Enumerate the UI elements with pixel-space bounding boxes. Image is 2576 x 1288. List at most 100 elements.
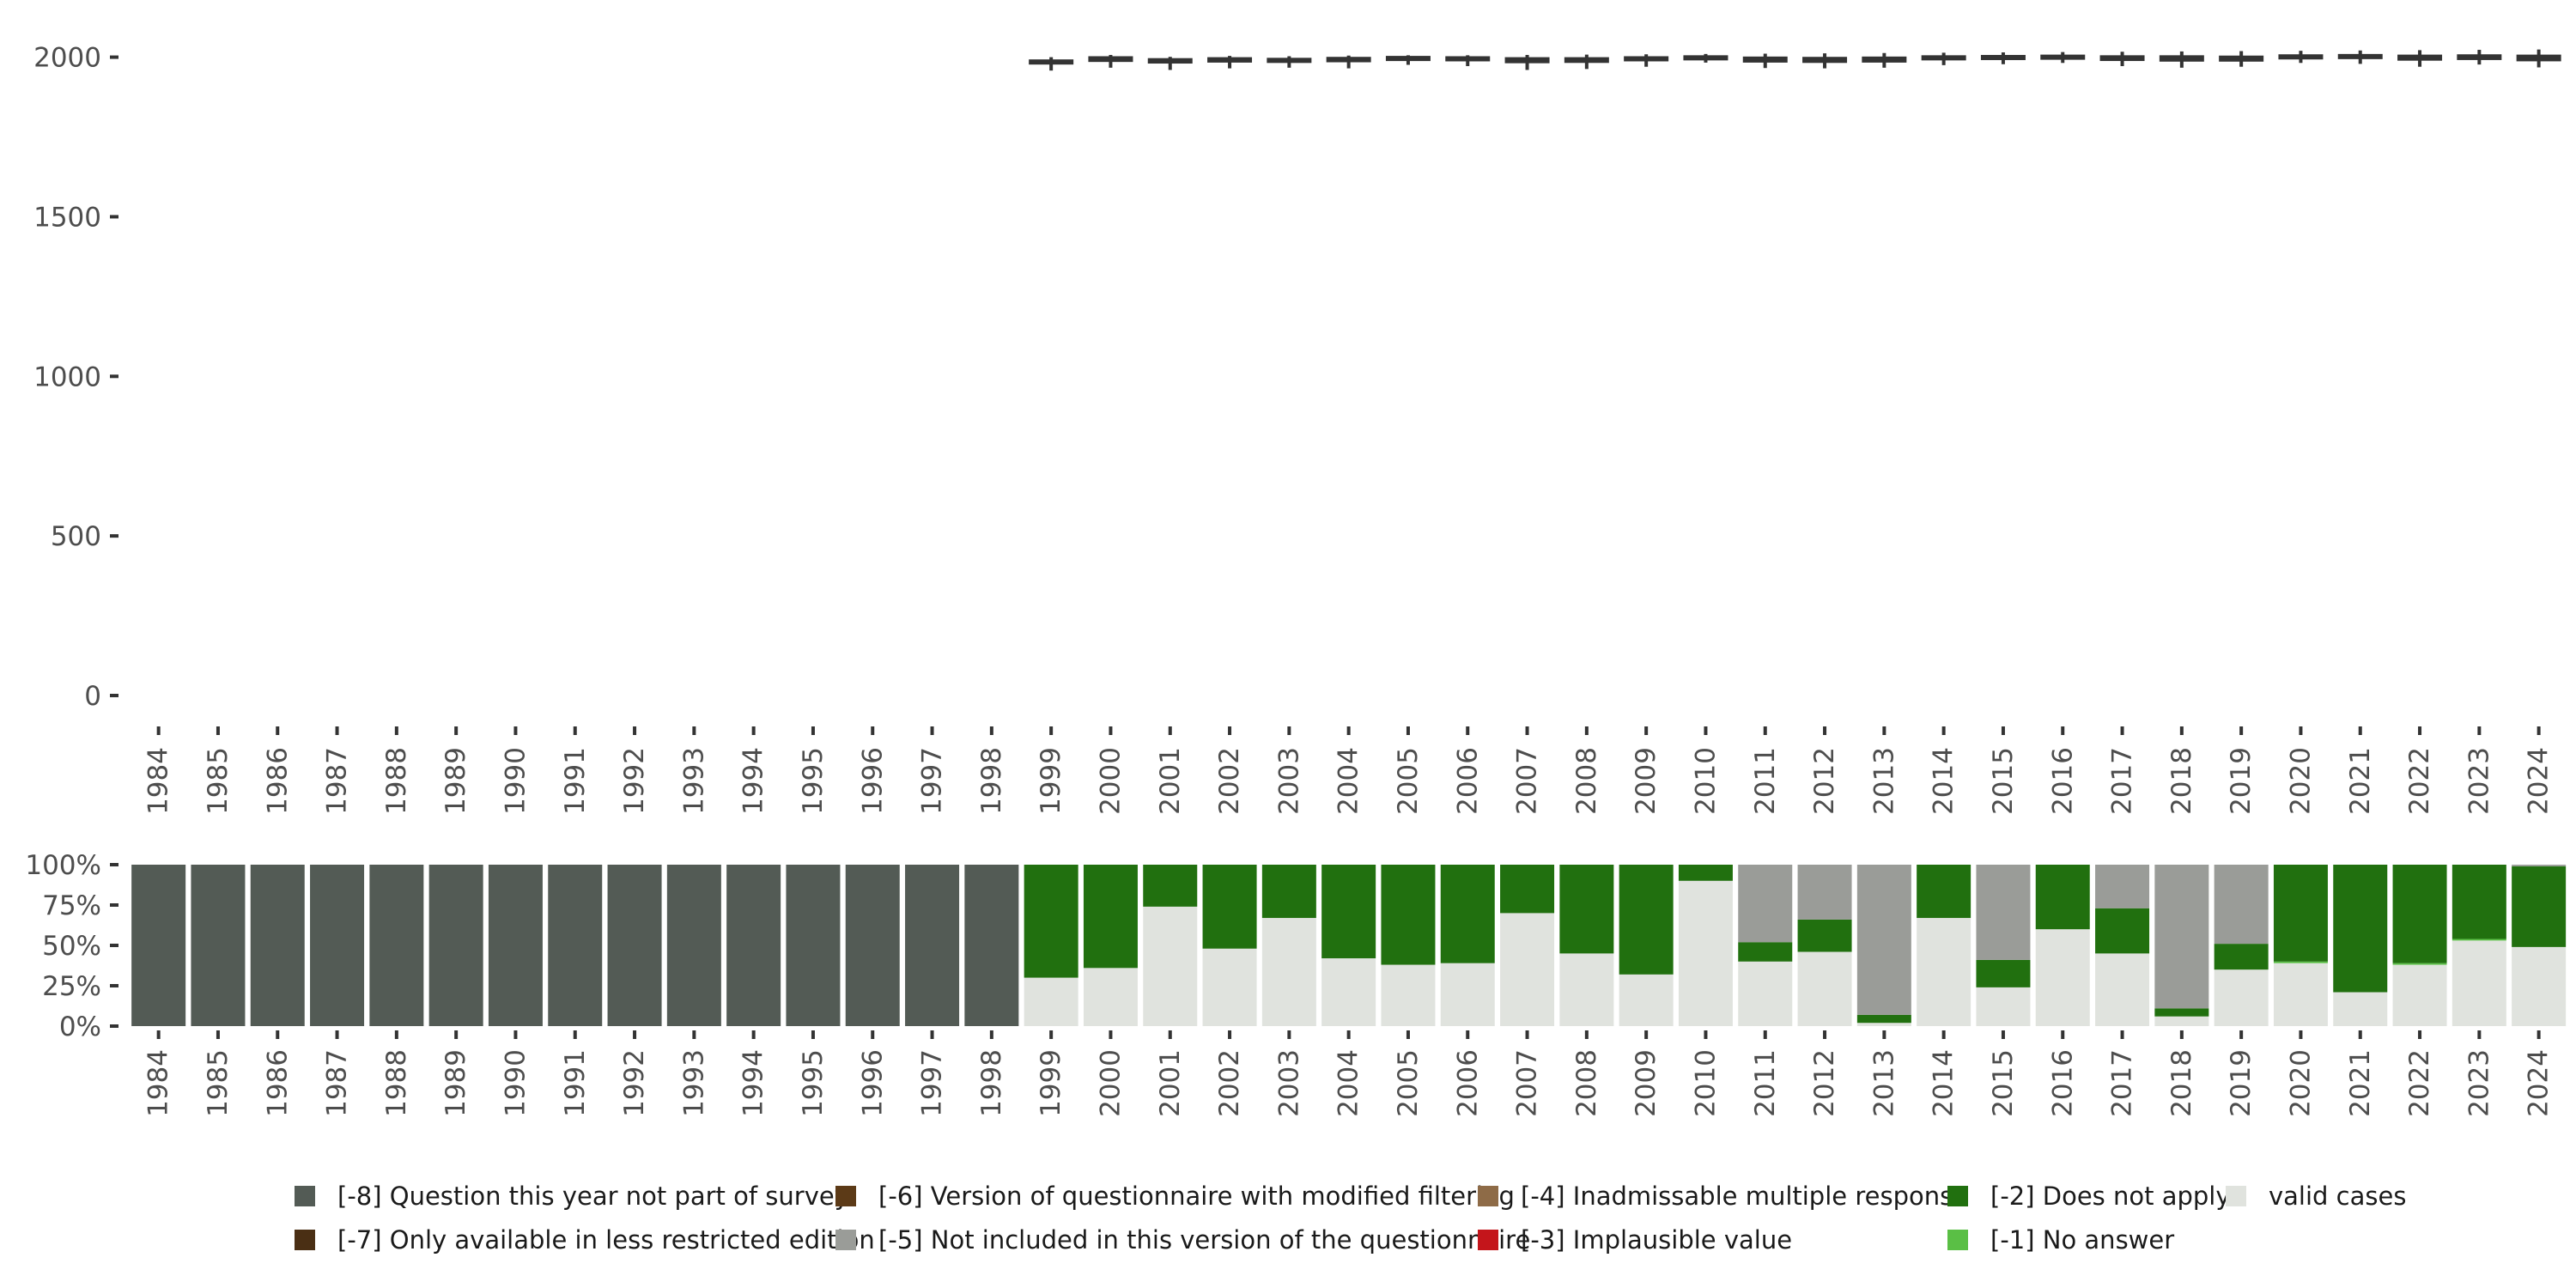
legend-label: [-8] Question this year not part of surv… [337,1182,849,1211]
stacked-bar-segment [1500,865,1555,914]
stacked-bar-segment [1261,865,1316,919]
stacked-bar-x-tick-label: 1984 [143,1049,174,1117]
stacked-bar-segment [964,865,1019,1026]
stacked-bar-segment [2273,865,2328,962]
stacked-bar-x-tick-label: 1999 [1036,1049,1066,1117]
stacked-bar-segment [1856,1014,1911,1024]
stacked-bar-segment [2214,969,2269,1026]
stacked-bar-segment [1619,865,1674,975]
boxplot-x-tick-label: 2010 [1690,747,1721,815]
stacked-bar-segment [1381,865,1436,965]
boxplot-box [2159,55,2204,62]
stacked-bar-x-tick-label: 1986 [262,1049,293,1117]
stacked-bar-x-tick-label: 2003 [1273,1049,1304,1117]
boxplot-box [1802,57,1848,64]
boxplot-x-tick-label: 1999 [1036,747,1066,815]
stacked-bar-segment [1856,865,1911,1015]
boxplot-box [1980,54,2026,60]
boxplot-x-tick-label: 1993 [678,747,709,815]
stacked-bar-x-tick-label: 2010 [1690,1049,1721,1117]
stacked-bar-x-tick-label: 2022 [2404,1049,2435,1117]
stacked-bar-x-tick-label: 2015 [1988,1049,2019,1117]
stacked-bar-segment [2392,865,2447,963]
stacked-bar-segment [369,865,424,1026]
boxplot-x-tick-label: 1995 [798,747,829,815]
stacked-bar-segment [310,865,365,1026]
boxplot-x-tick-label: 1988 [381,747,412,815]
boxplot-x-tick-label: 2005 [1393,747,1424,815]
legend-label: [-1] No answer [1990,1225,2174,1255]
stacked-bar-x-tick-label: 2023 [2464,1049,2494,1117]
stacked-bar-segment [1321,958,1376,1026]
stacked-bar-x-tick-label: 2011 [1750,1049,1781,1117]
stacked-bar-segment [1678,880,1733,1026]
stacked-bar-x-tick-label: 1985 [203,1049,234,1117]
boxplot-box [1385,56,1431,62]
boxplot-x-tick-label: 2002 [1214,747,1245,815]
legend-label: [-4] Inadmissable multiple response [1521,1182,1968,1211]
stacked-bar-x-tick-label: 2012 [1809,1049,1840,1117]
boxplot-x-tick-label: 1994 [738,747,769,815]
boxplot-x-tick-label: 1990 [500,747,531,815]
stacked-bar-x-tick-label: 2002 [1214,1049,1245,1117]
boxplot-box [1921,55,1966,61]
legend-swatch [2226,1186,2246,1206]
boxplot-box [1029,59,1074,65]
stacked-bar-x-tick-label: 1993 [678,1049,709,1117]
stacked-bar-x-tick-label: 2013 [1868,1049,1899,1117]
stacked-bar-x-tick-label: 2000 [1095,1049,1126,1117]
stacked-bar-segment [2333,865,2388,993]
boxplot-box [1147,58,1193,64]
stacked-bar-segment [191,865,246,1026]
boxplot-x-tick-label: 2016 [2047,747,2078,815]
boxplot-x-tick-label: 2019 [2226,747,2257,815]
boxplot-x-tick-label: 1987 [322,747,353,815]
boxplot-boxes [1029,49,2561,71]
legend-label: [-2] Does not apply [1990,1182,2231,1211]
stacked-bar-segment [2451,940,2506,1026]
stacked-bar-x-tick-label: 1990 [500,1049,531,1117]
boxplot-x-tick-label: 1989 [440,747,471,815]
stacked-bar-segment [1917,918,1971,1026]
legend-swatch [1478,1230,1498,1250]
boxplot-y-axis: 0 500 1000 1500 2000 [33,43,118,712]
boxplot-x-tick-label: 2008 [1571,747,1602,815]
boxplot-box [1445,56,1491,62]
stacked-bar-segment [1202,948,1257,1026]
legend-label: [-7] Only available in less restricted e… [337,1225,875,1255]
legend: [-8] Question this year not part of surv… [295,1182,2406,1255]
stacked-bar-segment [786,865,841,1026]
stacked-bar-x-tick-label: 2006 [1452,1049,1483,1117]
boxplot-x-tick-label: 1991 [560,747,591,815]
stacked-bar-segment [250,865,305,1026]
boxplot-box [1326,57,1371,63]
boxplot-x-tick-label: 2020 [2285,747,2316,815]
stacked-bar-segment [2214,865,2269,945]
stacked-bar-segment [1143,865,1198,907]
boxplot-x-tick-label: 2021 [2345,747,2376,815]
boxplot-y-tick-label: 0 [84,681,101,712]
boxplot-x-tick-label: 2009 [1631,747,1662,815]
boxplot-box [1742,56,1788,63]
boxplot-x-tick-label: 2000 [1095,747,1126,815]
boxplot-box [2278,54,2324,60]
stacked-bar-segment [2214,944,2269,970]
legend-label: valid cases [2269,1182,2406,1211]
stacked-bar-segment [1083,968,1138,1026]
stacked-bar-segment [2451,939,2506,941]
stacked-bar-x-tick-label: 1989 [440,1049,471,1117]
boxplot-x-tick-label: 2007 [1512,747,1543,815]
boxplot-x-tick-label: 1986 [262,747,293,815]
stacked-bar-segment [2154,865,2209,1009]
stacked-bar-x-tick-label: 1995 [798,1049,829,1117]
legend-swatch [835,1186,856,1206]
stacked-bar-x-tick-label: 2009 [1631,1049,1662,1117]
boxplot-box [1207,57,1253,63]
boxplot-x-tick-label: 1997 [917,747,948,815]
stacked-bar-segment [2273,961,2328,963]
boxplot-x-tick-label: 2022 [2404,747,2435,815]
stacked-bar-x-tick-label: 2019 [2226,1049,2257,1117]
stacked-bar-x-tick-label: 1992 [619,1049,650,1117]
boxplot-x-tick-label: 2011 [1750,747,1781,815]
stacked-bar-segment [2095,908,2150,954]
